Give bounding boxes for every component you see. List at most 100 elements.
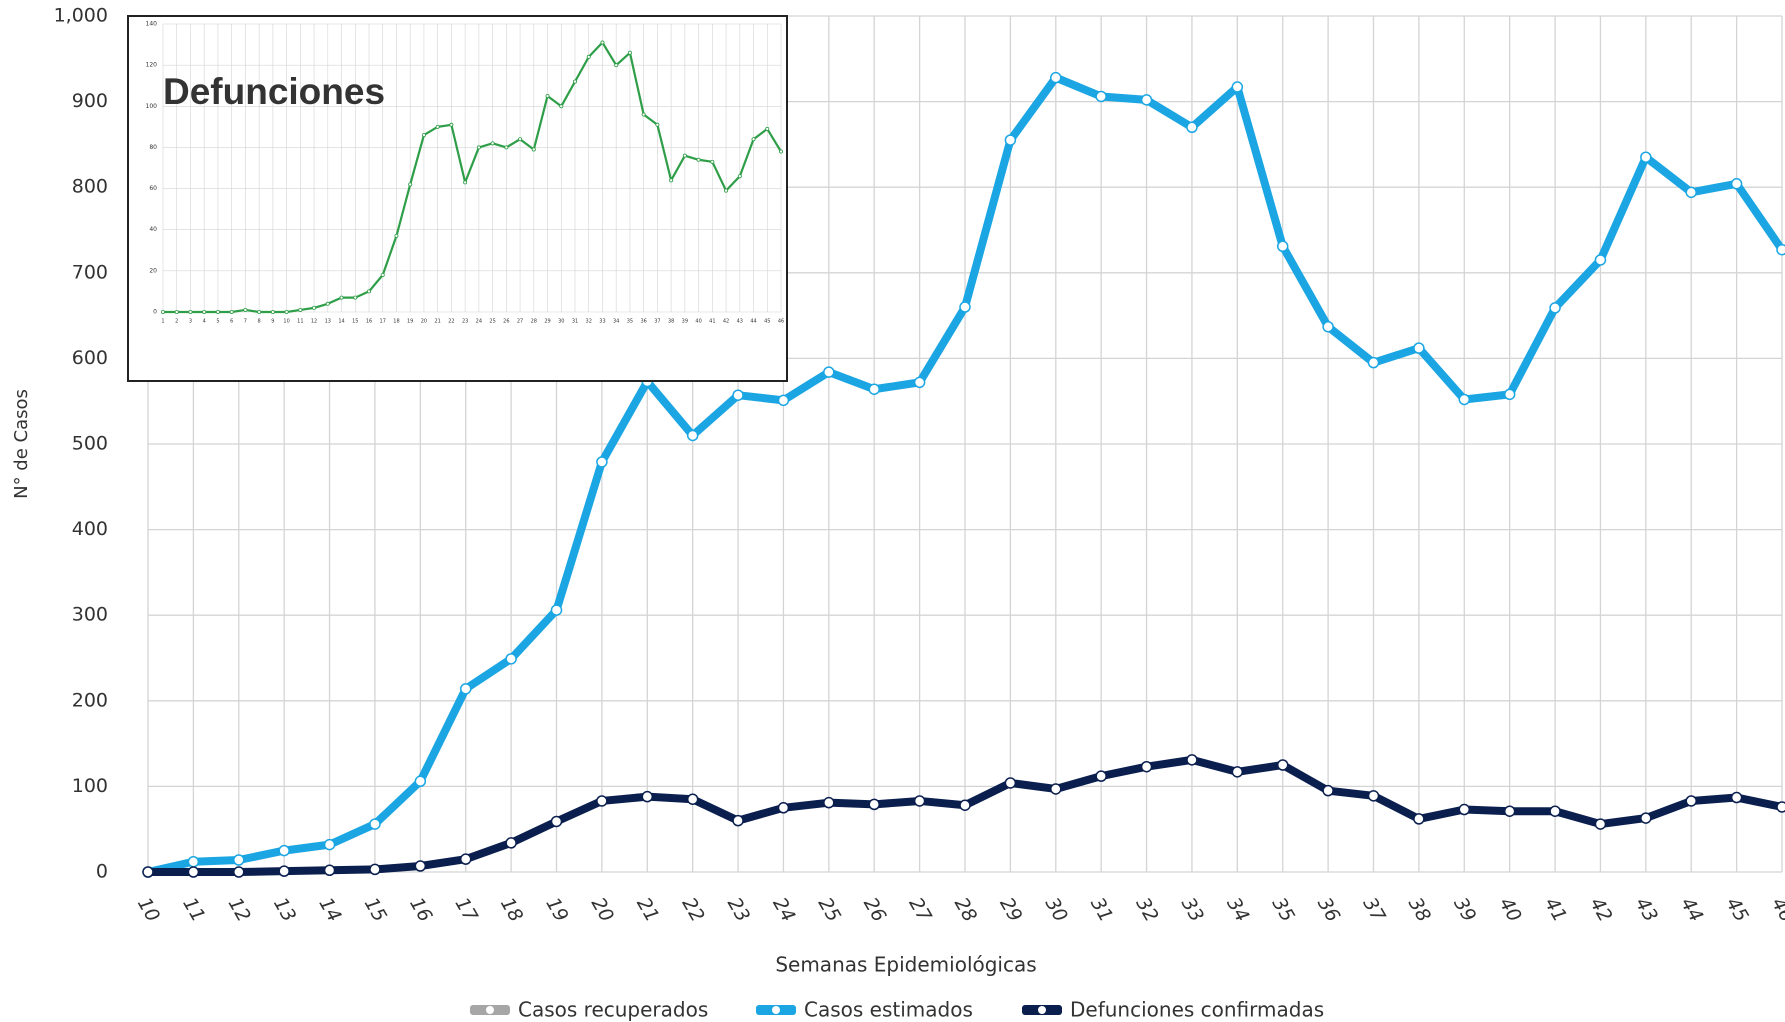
- x-tick-label: 20: [421, 319, 427, 325]
- point: [449, 122, 454, 127]
- x-tick-label: 31: [572, 319, 578, 325]
- x-tick-label: 40: [1495, 894, 1526, 926]
- point: [641, 112, 646, 117]
- x-tick-label: 11: [178, 894, 209, 926]
- x-tick-label: 4: [203, 319, 206, 325]
- y-tick-label: 500: [72, 433, 108, 455]
- point: [369, 863, 381, 876]
- point: [188, 309, 193, 314]
- point: [1095, 770, 1107, 782]
- point: [765, 126, 770, 131]
- point: [284, 309, 289, 314]
- legend-label: Defunciones confirmadas: [1070, 998, 1324, 1022]
- x-tick-label: 42: [1585, 894, 1616, 926]
- point: [627, 50, 632, 55]
- y-tick-label: 0: [153, 309, 157, 316]
- x-tick-label: 23: [462, 319, 468, 325]
- point: [1640, 151, 1652, 163]
- x-tick-label: 14: [338, 319, 344, 325]
- point: [380, 272, 385, 277]
- x-tick-label: 10: [283, 319, 289, 325]
- y-tick-label: 800: [72, 176, 108, 198]
- x-tick-label: 37: [654, 319, 660, 325]
- y-tick-label: 40: [149, 226, 157, 233]
- y-tick-label: 80: [149, 144, 157, 151]
- x-tick-label: 15: [360, 894, 391, 926]
- y-tick-label: 600: [72, 347, 108, 369]
- x-tick-label: 2: [175, 319, 178, 325]
- x-tick-label: 1: [161, 319, 164, 325]
- point: [823, 366, 835, 378]
- x-tick-label: 16: [405, 894, 436, 926]
- point: [669, 178, 674, 183]
- point: [913, 795, 926, 807]
- point: [187, 866, 200, 878]
- point: [1776, 243, 1785, 256]
- x-tick-label: 23: [723, 894, 754, 926]
- x-tick-label: 24: [768, 894, 799, 926]
- point: [174, 309, 179, 314]
- x-tick-label: 26: [503, 319, 509, 325]
- x-tick-label: 13: [325, 319, 331, 325]
- point: [459, 853, 472, 865]
- y-tick-label: 1,000: [54, 5, 108, 27]
- x-tick-label: 36: [640, 319, 646, 325]
- point: [573, 79, 578, 84]
- x-tick-label: 43: [1631, 894, 1662, 926]
- y-tick-label: 100: [72, 775, 108, 797]
- point: [1685, 795, 1697, 807]
- x-tick-label: 6: [230, 319, 233, 325]
- point: [1140, 760, 1153, 773]
- point: [1231, 81, 1244, 93]
- y-tick-label: 700: [72, 261, 108, 283]
- point: [596, 456, 608, 468]
- point: [1367, 790, 1380, 802]
- point: [1186, 121, 1198, 134]
- point: [531, 147, 536, 152]
- x-tick-label: 18: [496, 894, 527, 926]
- x-tick-label: 12: [224, 894, 255, 926]
- point: [777, 802, 790, 814]
- point: [1276, 240, 1289, 253]
- point: [160, 309, 165, 314]
- x-tick-label: 8: [258, 319, 261, 325]
- x-tick-label: 5: [216, 319, 219, 325]
- x-tick-label: 17: [451, 894, 482, 926]
- x-tick-label: 29: [995, 894, 1026, 926]
- point: [1503, 805, 1516, 817]
- x-tick-label: 25: [489, 319, 495, 325]
- x-tick-label: 21: [434, 319, 440, 325]
- point: [1549, 805, 1561, 817]
- x-tick-label: 15: [352, 319, 358, 325]
- x-tick-label: 40: [695, 319, 701, 325]
- point: [278, 865, 290, 877]
- y-tick-label: 0: [96, 861, 108, 883]
- point: [868, 383, 880, 395]
- point: [1186, 754, 1198, 766]
- x-tick-label: 44: [750, 319, 756, 325]
- point: [614, 63, 619, 68]
- point: [408, 182, 413, 187]
- point: [187, 855, 200, 868]
- point: [641, 790, 654, 803]
- x-tick-label: 27: [517, 319, 523, 325]
- point: [1685, 186, 1697, 199]
- point: [1004, 134, 1017, 146]
- point: [312, 305, 317, 310]
- point: [339, 295, 344, 300]
- x-tick-label: 10: [133, 894, 164, 926]
- point: [1730, 178, 1743, 190]
- point: [1095, 90, 1107, 103]
- point: [233, 866, 245, 878]
- point: [414, 860, 427, 872]
- y-tick-label: 140: [146, 21, 158, 28]
- point: [325, 301, 330, 306]
- y-axis-label: N° de Casos: [11, 389, 32, 499]
- point: [913, 376, 926, 389]
- point: [1050, 783, 1062, 795]
- x-tick-label: 38: [1404, 894, 1435, 926]
- point: [959, 799, 971, 811]
- point: [600, 40, 605, 45]
- point: [505, 837, 517, 849]
